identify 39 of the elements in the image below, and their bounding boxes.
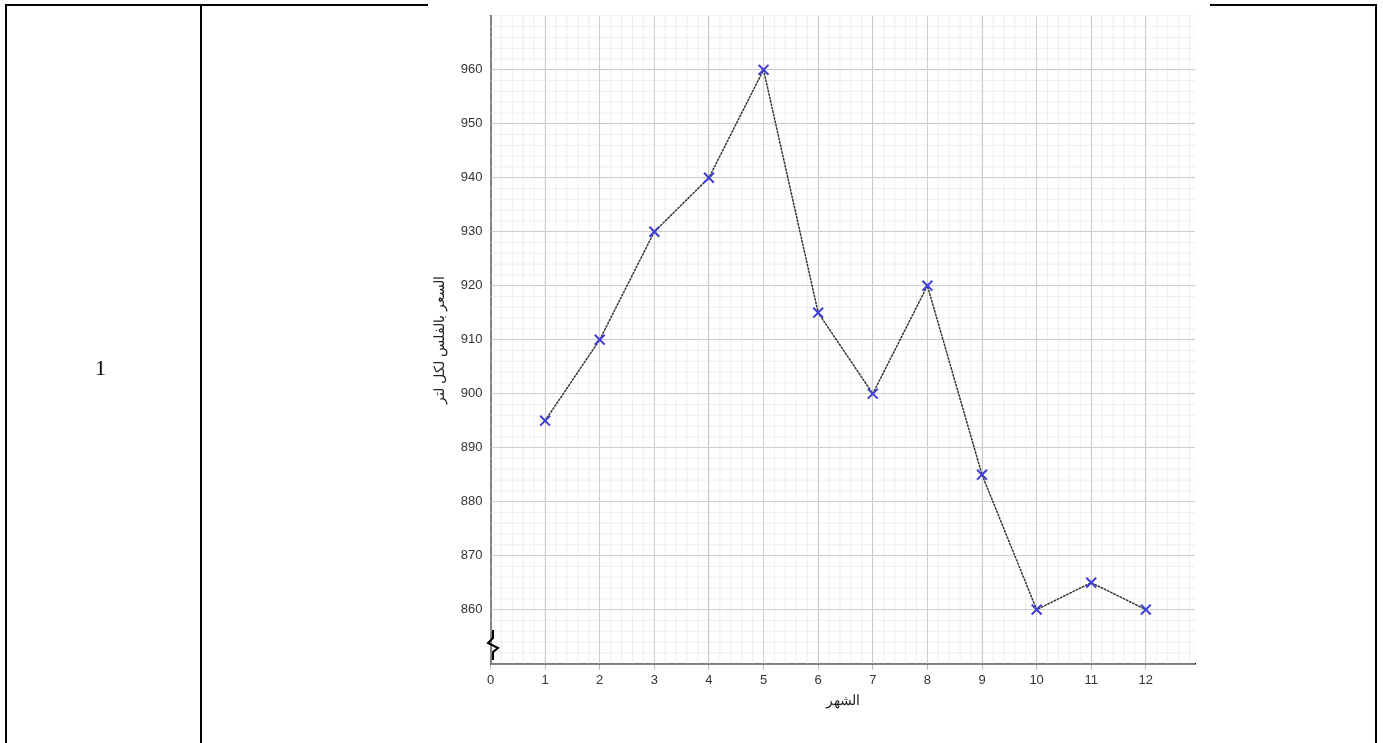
x-tick-label: 3 [650, 671, 658, 687]
point [539, 414, 552, 427]
point [593, 333, 606, 346]
y-axis-title: السعر بالفلس لكل لتر [431, 275, 449, 405]
y-tick-label: 910 [460, 331, 483, 347]
y-tick-label: 920 [460, 277, 483, 293]
point [976, 468, 988, 481]
x-tick-label: 1 [541, 671, 549, 687]
point [648, 225, 661, 238]
point [921, 279, 934, 292]
y-tick-label: 930 [460, 223, 483, 239]
y-tick-label: 950 [460, 115, 483, 131]
point [1139, 603, 1152, 616]
text: 1 [95, 355, 106, 381]
x-tick-label: 6 [814, 671, 822, 687]
x-tick-label: 7 [869, 671, 877, 687]
y-tick-label: 900 [460, 385, 483, 401]
point [866, 387, 879, 400]
point [1085, 576, 1098, 589]
x-tick-label: 8 [923, 671, 932, 687]
x-tick-label: 0 [486, 671, 495, 687]
x-tick-label: 11 [1084, 671, 1098, 687]
x-tick-label: 9 [978, 671, 986, 687]
point [702, 171, 715, 184]
point [1030, 603, 1043, 616]
x-tick-label: 2 [596, 671, 604, 687]
y-tick-label: 860 [460, 601, 483, 617]
x-tick-label: 4 [705, 671, 713, 687]
y-tick-label: 880 [460, 493, 483, 509]
x-tick-label: 12 [1138, 671, 1154, 687]
point [757, 63, 770, 76]
x-axis-title: الشهر [824, 692, 860, 710]
y-tick-label: 940 [460, 169, 483, 185]
x-tick-label: 5 [759, 671, 768, 687]
x-tick-label: 10 [1029, 671, 1044, 687]
y-tick-label: 960 [460, 61, 483, 77]
y-tick-label: 870 [460, 547, 483, 563]
y-tick-label: 890 [460, 439, 483, 455]
point [812, 306, 825, 319]
